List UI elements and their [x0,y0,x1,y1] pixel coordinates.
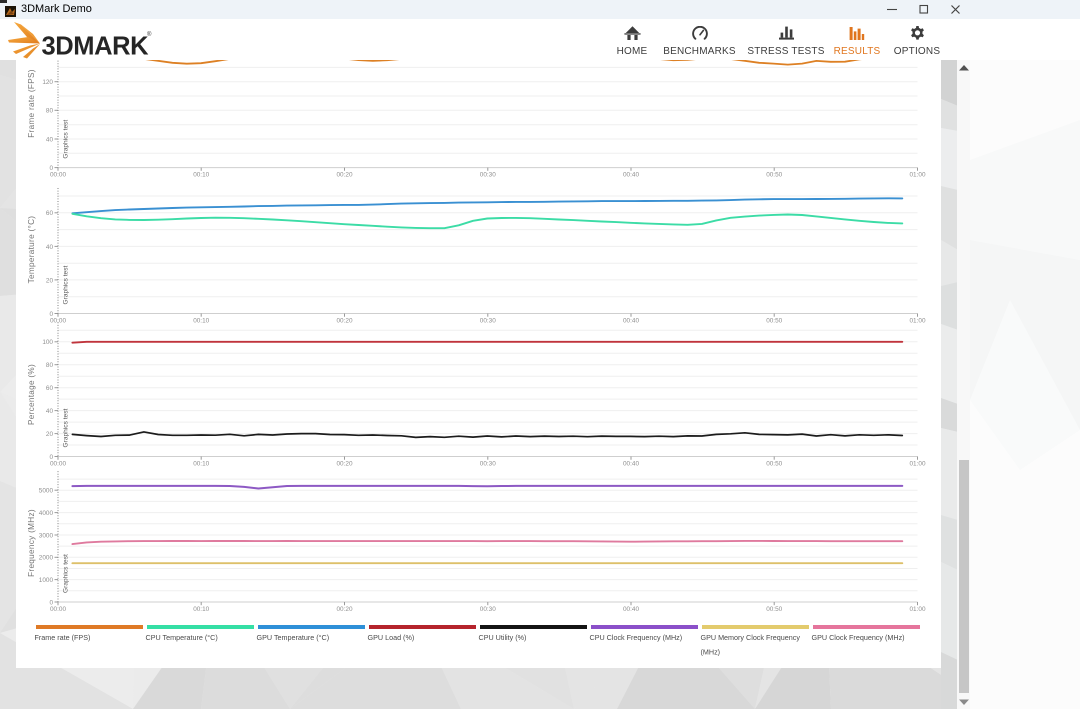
svg-text:00:20: 00:20 [337,461,353,468]
svg-text:3DMARK: 3DMARK [42,33,150,61]
svg-text:1000: 1000 [39,577,54,584]
svg-text:01:00: 01:00 [910,318,926,325]
svg-text:80: 80 [46,108,54,115]
svg-text:00:50: 00:50 [766,172,782,179]
svg-text:GPU Temperature (°C): GPU Temperature (°C) [257,633,330,642]
svg-text:(MHz): (MHz) [701,648,721,657]
svg-text:00:10: 00:10 [193,606,209,613]
svg-text:2000: 2000 [39,555,54,562]
svg-text:01:00: 01:00 [910,172,926,179]
svg-text:40: 40 [46,244,54,251]
svg-text:0: 0 [49,454,53,461]
svg-text:00:10: 00:10 [193,318,209,325]
svg-text:00:30: 00:30 [480,318,496,325]
svg-text:Graphics test: Graphics test [62,120,69,159]
svg-text:00:00: 00:00 [50,172,66,179]
svg-text:00:00: 00:00 [50,461,66,468]
svg-text:00:20: 00:20 [337,606,353,613]
svg-text:01:00: 01:00 [910,606,926,613]
svg-text:0: 0 [49,599,53,606]
svg-text:00:30: 00:30 [480,461,496,468]
svg-text:00:40: 00:40 [623,461,639,468]
svg-text:00:20: 00:20 [337,318,353,325]
svg-text:00:10: 00:10 [193,461,209,468]
svg-text:80: 80 [46,362,54,369]
svg-text:3000: 3000 [39,532,54,539]
svg-text:40: 40 [46,136,54,143]
svg-text:Percentage (%): Percentage (%) [27,364,36,425]
svg-text:00:40: 00:40 [623,606,639,613]
svg-text:®: ® [147,31,152,38]
svg-text:Frame rate (FPS): Frame rate (FPS) [35,633,91,642]
svg-text:20: 20 [46,277,54,284]
svg-text:60: 60 [46,385,54,392]
svg-text:40: 40 [46,408,54,415]
svg-text:100: 100 [42,339,53,346]
svg-text:Frame rate (FPS): Frame rate (FPS) [27,69,36,138]
svg-text:0: 0 [49,311,53,318]
svg-text:00:00: 00:00 [50,606,66,613]
svg-text:5000: 5000 [39,488,54,495]
svg-text:Graphics test: Graphics test [62,408,69,447]
svg-text:4000: 4000 [39,510,54,517]
svg-text:00:50: 00:50 [766,461,782,468]
svg-text:00:00: 00:00 [50,318,66,325]
svg-text:00:40: 00:40 [623,172,639,179]
svg-text:Temperature (°C): Temperature (°C) [27,216,36,284]
svg-text:GPU Memory Clock Frequency: GPU Memory Clock Frequency [701,633,801,642]
svg-text:00:40: 00:40 [623,318,639,325]
svg-text:00:20: 00:20 [337,172,353,179]
svg-text:GPU Load (%): GPU Load (%) [368,633,415,642]
svg-text:CPU Temperature (°C): CPU Temperature (°C) [146,633,218,642]
svg-text:Frequency (MHz): Frequency (MHz) [27,509,36,577]
svg-text:20: 20 [46,431,54,438]
svg-text:0: 0 [49,165,53,172]
svg-text:01:00: 01:00 [910,461,926,468]
svg-text:Graphics test: Graphics test [62,265,69,304]
svg-text:120: 120 [42,79,53,86]
svg-text:60: 60 [46,210,54,217]
svg-text:00:30: 00:30 [480,606,496,613]
svg-text:GPU Clock Frequency (MHz): GPU Clock Frequency (MHz) [812,633,905,642]
svg-text:00:50: 00:50 [766,606,782,613]
svg-text:CPU Utility (%): CPU Utility (%) [479,633,527,642]
svg-text:Graphics test: Graphics test [62,554,69,593]
svg-text:00:10: 00:10 [193,172,209,179]
svg-text:00:50: 00:50 [766,318,782,325]
svg-text:00:30: 00:30 [480,172,496,179]
svg-text:CPU Clock Frequency (MHz): CPU Clock Frequency (MHz) [590,633,683,642]
